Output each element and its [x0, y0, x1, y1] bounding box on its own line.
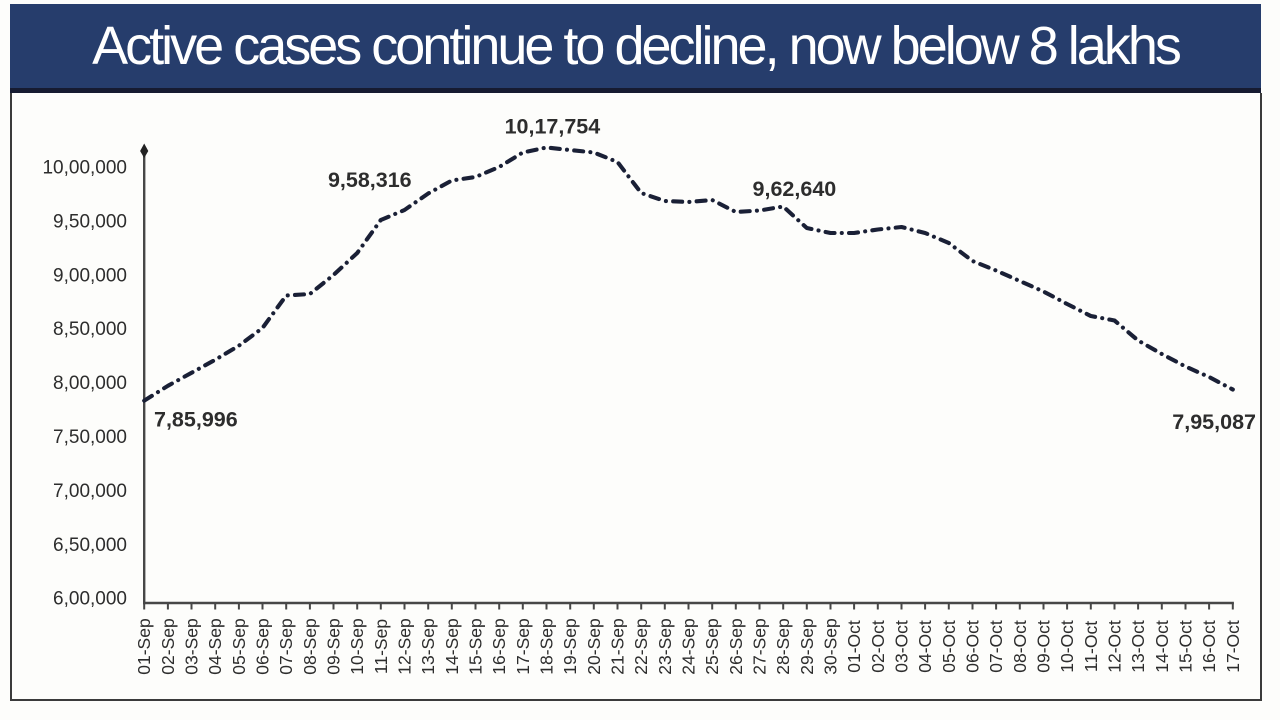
svg-text:16-Oct: 16-Oct [1199, 620, 1219, 673]
svg-text:8,50,000: 8,50,000 [53, 319, 127, 340]
svg-text:20-Sep: 20-Sep [584, 618, 604, 674]
svg-text:01-Sep: 01-Sep [134, 618, 154, 674]
svg-text:07-Sep: 07-Sep [276, 618, 296, 674]
svg-text:28-Sep: 28-Sep [773, 618, 793, 674]
svg-text:7,50,000: 7,50,000 [53, 427, 127, 448]
svg-text:10,00,000: 10,00,000 [42, 158, 127, 179]
svg-text:11-Oct: 11-Oct [1081, 621, 1101, 672]
svg-text:7,95,087: 7,95,087 [1172, 410, 1256, 434]
svg-text:14-Oct: 14-Oct [1152, 620, 1172, 673]
svg-text:27-Sep: 27-Sep [750, 618, 770, 674]
svg-text:02-Sep: 02-Sep [158, 618, 178, 674]
svg-text:6,00,000: 6,00,000 [53, 589, 127, 610]
svg-text:03-Sep: 03-Sep [182, 618, 202, 674]
svg-text:05-Sep: 05-Sep [229, 618, 249, 674]
svg-text:21-Sep: 21-Sep [608, 618, 628, 674]
svg-text:15-Sep: 15-Sep [466, 618, 486, 674]
svg-text:9,50,000: 9,50,000 [53, 211, 127, 232]
svg-text:07-Oct: 07-Oct [986, 620, 1006, 673]
svg-text:16-Sep: 16-Sep [489, 618, 509, 674]
svg-text:09-Oct: 09-Oct [1034, 620, 1054, 673]
svg-text:17-Oct: 17-Oct [1223, 620, 1243, 673]
svg-text:14-Sep: 14-Sep [442, 618, 462, 674]
svg-text:08-Oct: 08-Oct [1010, 620, 1030, 673]
svg-text:24-Sep: 24-Sep [679, 618, 699, 674]
svg-text:30-Sep: 30-Sep [821, 618, 841, 674]
svg-text:05-Oct: 05-Oct [939, 620, 959, 673]
svg-text:13-Oct: 13-Oct [1128, 620, 1148, 673]
svg-text:17-Sep: 17-Sep [513, 618, 533, 674]
svg-text:11-Sep: 11-Sep [371, 619, 391, 674]
svg-text:25-Sep: 25-Sep [702, 618, 722, 674]
svg-text:9,00,000: 9,00,000 [53, 265, 127, 286]
svg-text:10,17,754: 10,17,754 [505, 114, 601, 138]
svg-text:09-Sep: 09-Sep [324, 618, 344, 674]
svg-text:08-Sep: 08-Sep [300, 618, 320, 674]
svg-text:29-Sep: 29-Sep [797, 618, 817, 674]
svg-text:12-Oct: 12-Oct [1105, 620, 1125, 673]
svg-text:01-Oct: 01-Oct [844, 620, 864, 673]
svg-text:15-Oct: 15-Oct [1176, 620, 1196, 673]
svg-text:9,58,316: 9,58,316 [328, 168, 412, 192]
svg-text:6,50,000: 6,50,000 [53, 535, 127, 556]
svg-text:23-Sep: 23-Sep [655, 618, 675, 674]
svg-text:02-Oct: 02-Oct [868, 620, 888, 673]
svg-text:7,00,000: 7,00,000 [53, 481, 127, 502]
svg-text:03-Oct: 03-Oct [892, 620, 912, 673]
svg-text:9,62,640: 9,62,640 [753, 177, 837, 201]
svg-text:7,85,996: 7,85,996 [154, 408, 238, 432]
svg-text:8,00,000: 8,00,000 [53, 373, 127, 394]
svg-text:06-Oct: 06-Oct [963, 620, 983, 673]
svg-text:10-Sep: 10-Sep [347, 618, 367, 674]
svg-text:04-Sep: 04-Sep [205, 618, 225, 674]
svg-text:10-Oct: 10-Oct [1057, 620, 1077, 673]
svg-text:18-Sep: 18-Sep [537, 618, 557, 674]
svg-text:22-Sep: 22-Sep [631, 618, 651, 674]
svg-text:04-Oct: 04-Oct [915, 620, 935, 673]
svg-text:26-Sep: 26-Sep [726, 618, 746, 674]
svg-text:19-Sep: 19-Sep [560, 618, 580, 674]
svg-text:13-Sep: 13-Sep [418, 618, 438, 674]
svg-text:12-Sep: 12-Sep [395, 618, 415, 674]
svg-text:06-Sep: 06-Sep [253, 618, 273, 674]
